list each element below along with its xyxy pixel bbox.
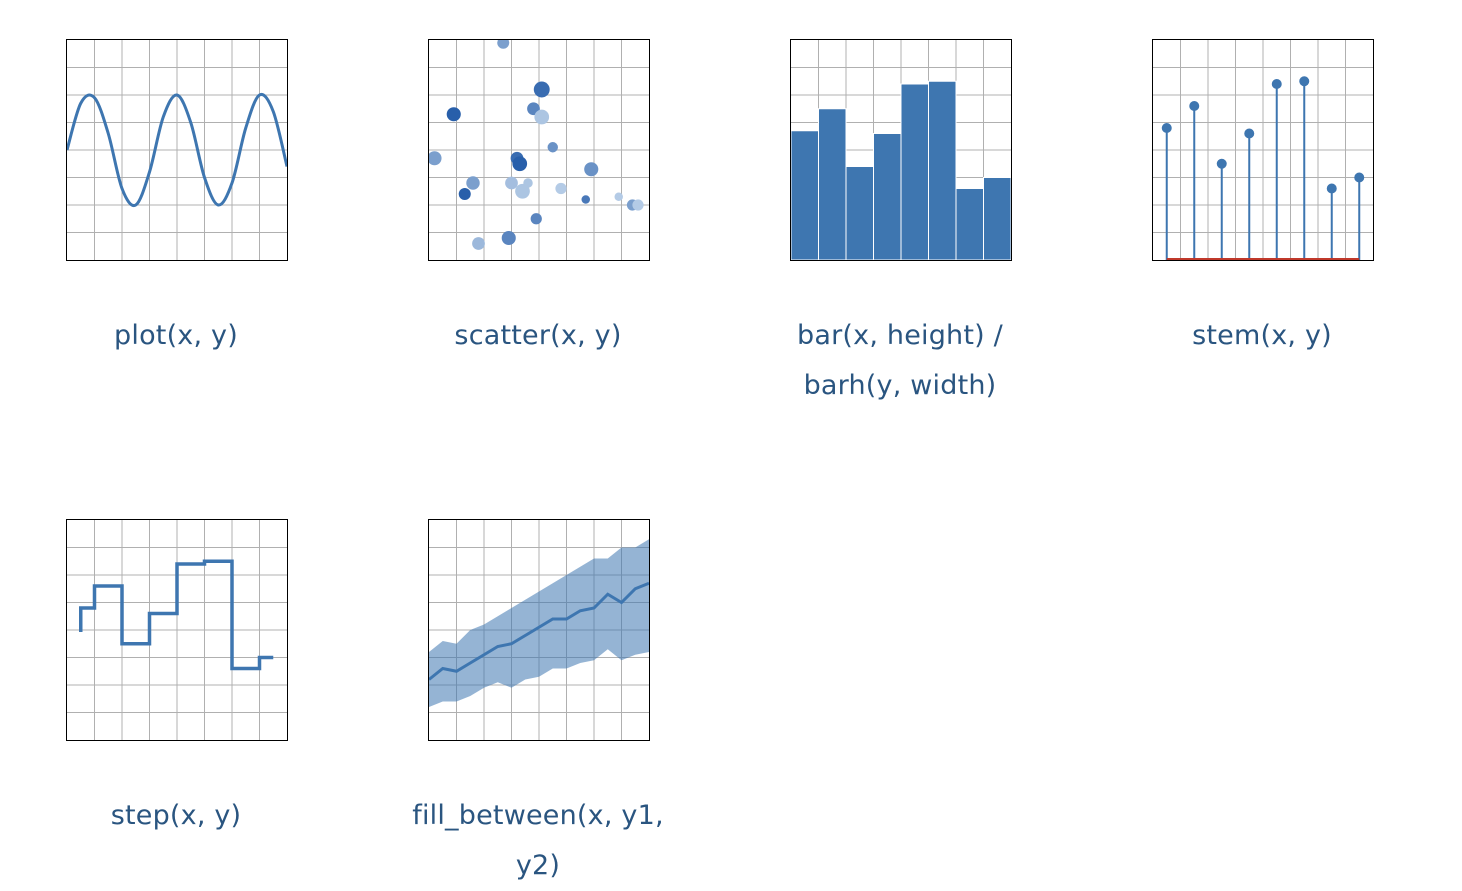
step-thumbnail [66, 519, 288, 741]
scatter-point [512, 156, 528, 172]
scatter-point [533, 81, 550, 98]
scatter-point [428, 151, 442, 166]
bar [790, 130, 819, 261]
stem-marker [1299, 76, 1310, 87]
axes-frame [66, 519, 288, 741]
mean-line [428, 581, 650, 681]
scatter-point [458, 187, 471, 201]
bar [845, 166, 874, 261]
axes-frame [1152, 39, 1374, 261]
axes-frame [790, 39, 1012, 261]
gallery-caption-bar: bar(x, height) / barh(y, width) [797, 320, 1003, 401]
scatter-point [466, 176, 480, 190]
gallery-caption-stem: stem(x, y) [1192, 320, 1332, 351]
bar [818, 108, 847, 261]
gallery-caption-fill-between: fill_between(x, y1, y2) [412, 800, 664, 881]
plot-thumbnail [66, 39, 288, 261]
bar [928, 80, 957, 261]
bar-thumbnail [790, 39, 1012, 261]
stem-marker [1354, 172, 1365, 183]
scatter-thumbnail [428, 39, 650, 261]
scatter-point [547, 142, 558, 153]
scatter-point [501, 230, 516, 246]
stem-marker [1244, 128, 1255, 139]
gallery-caption-scatter: scatter(x, y) [454, 320, 622, 351]
axes-frame [428, 39, 650, 261]
gallery-caption-plot: plot(x, y) [114, 320, 238, 351]
scatter-point [530, 213, 542, 225]
scatter-point [515, 183, 530, 199]
scatter-point [534, 109, 550, 125]
scatter-point [614, 192, 623, 201]
line-series [66, 92, 288, 208]
scatter-point [446, 107, 461, 122]
scatter-point [584, 162, 599, 177]
bar [955, 188, 984, 261]
stem-marker [1161, 123, 1172, 133]
scatter-point [581, 195, 590, 204]
stem-marker [1189, 101, 1200, 111]
fill-between-thumbnail [428, 519, 650, 741]
scatter-point [505, 176, 518, 190]
bar [983, 177, 1012, 261]
gallery-caption-step: step(x, y) [110, 800, 242, 831]
scatter-point [497, 39, 510, 49]
stem-marker [1326, 183, 1337, 194]
scatter-point [472, 237, 485, 250]
bar [900, 83, 929, 261]
scatter-point [632, 199, 644, 211]
step-series [79, 559, 274, 671]
stem-thumbnail [1152, 39, 1374, 261]
fill-band [429, 539, 649, 707]
stem-marker [1216, 158, 1227, 169]
scatter-point [555, 182, 567, 195]
axes-frame [428, 519, 650, 741]
stem-marker [1271, 79, 1282, 89]
bar [873, 133, 902, 261]
axes-frame [66, 39, 288, 261]
